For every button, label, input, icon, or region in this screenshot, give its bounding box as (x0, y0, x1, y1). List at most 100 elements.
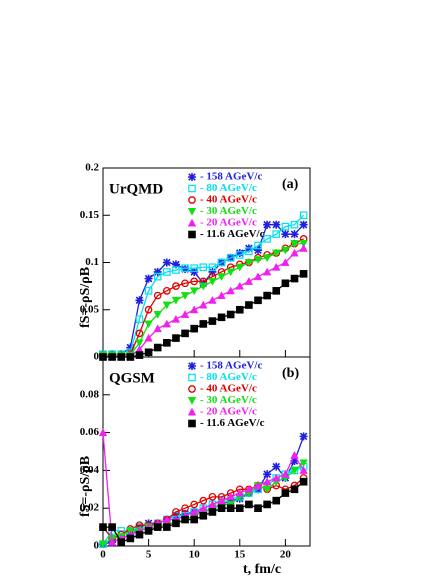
marker (153, 523, 162, 531)
marker (172, 266, 180, 274)
marker (135, 339, 144, 348)
marker (244, 484, 254, 493)
marker (199, 496, 208, 505)
legend-marker (188, 196, 196, 204)
marker (226, 492, 235, 501)
marker (281, 246, 290, 255)
marker (181, 329, 189, 338)
panel-title: UrQMD (109, 181, 163, 197)
marker (162, 286, 171, 295)
legend-label: - 11.6 AGeV/c (200, 417, 265, 429)
marker (217, 313, 226, 322)
panel-label: (a) (282, 177, 299, 192)
marker (226, 253, 235, 262)
marker (199, 263, 208, 272)
marker (181, 279, 189, 288)
marker (253, 481, 263, 489)
marker (199, 511, 208, 520)
legend-marker (188, 362, 196, 370)
marker (108, 523, 116, 531)
y-tick-label: 0.08 (80, 388, 100, 400)
marker (272, 473, 281, 482)
marker (262, 267, 272, 276)
marker (281, 258, 290, 266)
marker (290, 230, 299, 239)
marker (245, 247, 253, 255)
y-tick-label: 0.06 (80, 426, 100, 438)
marker (172, 508, 180, 516)
marker (281, 230, 290, 239)
legend-marker (188, 230, 196, 239)
marker (144, 320, 153, 329)
marker (235, 488, 245, 497)
marker (281, 279, 290, 288)
marker (162, 515, 172, 523)
x-tick-label: 10 (189, 549, 201, 561)
marker (135, 530, 144, 539)
marker (180, 292, 190, 300)
marker (144, 305, 153, 314)
marker (299, 459, 308, 468)
marker (208, 295, 217, 304)
plot-frame (102, 356, 311, 547)
marker (217, 496, 226, 505)
marker (208, 493, 217, 501)
marker (299, 220, 308, 229)
marker (190, 264, 198, 272)
marker (180, 310, 190, 318)
marker (144, 287, 153, 295)
marker (189, 305, 199, 314)
marker (263, 291, 271, 300)
marker (281, 489, 290, 497)
marker (235, 263, 245, 272)
marker (226, 496, 235, 505)
x-tick-label: 0 (100, 549, 106, 561)
y-tick-label: 0 (94, 351, 100, 363)
marker (117, 538, 126, 547)
marker (254, 296, 262, 305)
marker (254, 246, 263, 255)
marker (290, 466, 299, 475)
marker (153, 291, 162, 300)
marker (208, 508, 217, 516)
y-tick-label: 0.2 (85, 162, 99, 174)
y-tick-label: 0.04 (80, 464, 100, 476)
marker (244, 277, 254, 285)
marker (135, 351, 144, 359)
y-axis-label: fS=-ρS/ρB (78, 267, 93, 328)
marker (162, 301, 172, 310)
marker (235, 305, 244, 314)
marker (181, 504, 189, 513)
marker (217, 291, 226, 300)
legend-label: - 11.6 AGeV/c (200, 228, 265, 240)
marker (299, 211, 308, 220)
marker (163, 339, 171, 347)
marker (290, 274, 299, 283)
marker (153, 324, 162, 333)
marker (189, 507, 199, 516)
marker (235, 281, 245, 290)
marker (262, 485, 272, 494)
marker (226, 286, 235, 295)
marker (290, 240, 299, 248)
marker (153, 311, 162, 319)
legend-label: - 20 AGeV/c (200, 406, 257, 418)
marker (163, 268, 171, 276)
legend-label: - 30 AGeV/c (200, 205, 257, 217)
marker (262, 477, 272, 486)
panel-label: (b) (282, 366, 299, 381)
legend-label: - 30 AGeV/c (200, 394, 257, 406)
y-tick-label: 0 (94, 540, 100, 552)
x-tick-label: 20 (280, 549, 292, 561)
legend-label: - 80 AGeV/c (200, 182, 257, 194)
marker (290, 450, 299, 459)
legend-label: - 40 AGeV/c (200, 194, 257, 206)
legend-label: - 40 AGeV/c (200, 383, 257, 395)
marker (245, 500, 253, 509)
marker (172, 519, 180, 528)
marker (199, 282, 208, 291)
marker (299, 432, 308, 441)
marker (144, 333, 153, 342)
marker (281, 222, 290, 231)
